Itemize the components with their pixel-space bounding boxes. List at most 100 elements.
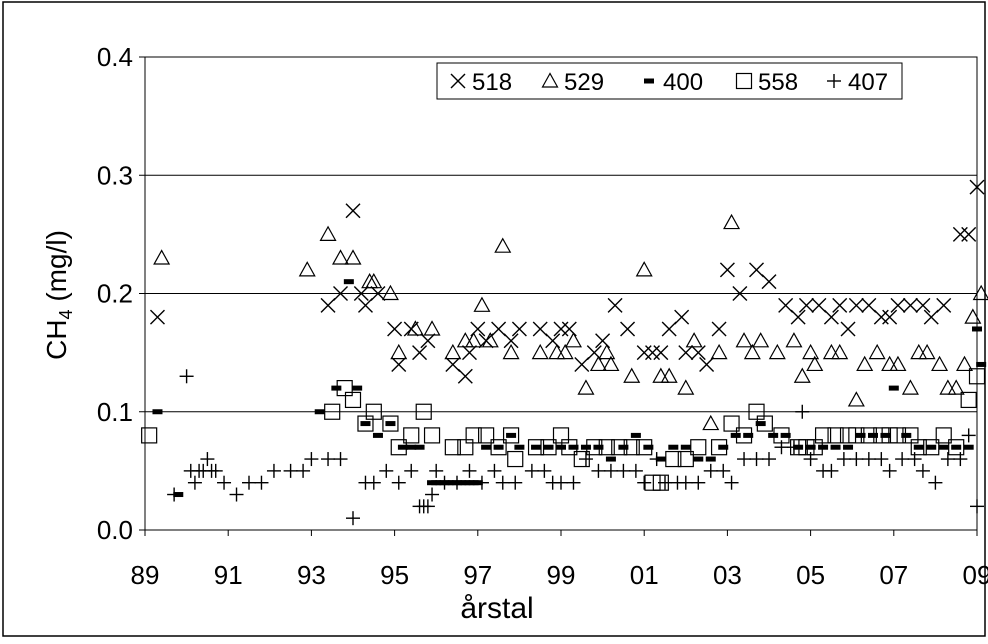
point-558 [561, 439, 578, 456]
point-558 [403, 427, 420, 444]
point-529 [365, 272, 383, 289]
point-529 [847, 391, 865, 407]
point-407 [487, 463, 502, 478]
point-518 [873, 309, 889, 325]
legend-marker-529 [541, 72, 559, 88]
point-529 [319, 225, 337, 241]
y-tick-label: 0.4 [97, 42, 133, 72]
point-529 [444, 343, 462, 360]
point-529 [298, 261, 316, 277]
point-400 [414, 444, 425, 450]
point-518 [961, 226, 977, 242]
point-407 [554, 475, 568, 490]
point-400 [152, 409, 163, 415]
point-529 [956, 355, 974, 372]
point-529 [556, 343, 574, 360]
point-407 [628, 463, 643, 478]
point-558 [935, 427, 952, 444]
point-529 [743, 343, 761, 360]
point-518 [320, 297, 336, 313]
point-518 [636, 345, 652, 361]
point-407 [437, 475, 452, 490]
point-558 [552, 427, 570, 444]
point-407 [786, 440, 801, 455]
point-407 [724, 475, 739, 490]
point-518 [553, 321, 569, 337]
point-400 [730, 432, 741, 438]
legend-marker-400 [644, 78, 654, 84]
point-518 [491, 321, 507, 337]
point-407 [429, 463, 444, 478]
point-407 [836, 452, 851, 467]
point-400 [718, 444, 729, 450]
x-axis-label: årstal [460, 592, 533, 625]
point-400 [693, 456, 704, 462]
point-407 [537, 463, 552, 478]
legend-box [436, 62, 903, 100]
y-axis-ticks: 0.0 0.1 0.2 0.3 0.4 [97, 42, 145, 545]
point-400 [680, 444, 691, 450]
point-529 [910, 343, 928, 360]
point-529 [623, 367, 641, 383]
point-518 [811, 297, 827, 313]
point-518 [457, 368, 473, 384]
point-529 [889, 355, 907, 372]
point-407 [242, 475, 256, 490]
point-518 [923, 309, 939, 325]
point-407 [861, 452, 876, 467]
point-558 [839, 427, 857, 444]
point-529 [856, 355, 874, 372]
point-518 [699, 356, 715, 372]
point-518 [890, 297, 906, 313]
legend-entry-529: 529 [541, 69, 604, 96]
point-558 [336, 380, 353, 397]
point-529 [494, 237, 512, 253]
y-tick-label: 0.1 [97, 397, 133, 427]
point-518 [861, 297, 877, 313]
point-558 [814, 427, 832, 444]
point-407 [616, 463, 631, 478]
point-518 [412, 345, 428, 361]
point-400 [855, 432, 866, 438]
point-407 [420, 499, 435, 514]
point-518 [840, 321, 856, 337]
point-400 [543, 444, 554, 450]
legend-marker-558 [735, 72, 753, 90]
point-407 [716, 463, 731, 478]
point-400 [805, 444, 816, 450]
point-407 [915, 463, 930, 478]
point-407 [940, 452, 955, 467]
gridlines [145, 174, 977, 413]
point-518 [607, 297, 623, 313]
point-529 [390, 343, 408, 360]
point-407 [824, 463, 839, 478]
point-407 [179, 369, 194, 384]
point-400 [568, 444, 579, 450]
point-529 [502, 343, 520, 360]
y-tick-label: 0.2 [97, 279, 133, 309]
legend-entry-407: 407 [827, 69, 888, 96]
point-558 [324, 403, 341, 420]
point-529 [685, 332, 703, 348]
point-400 [397, 444, 408, 450]
point-518 [749, 262, 765, 278]
point-407 [762, 452, 776, 467]
point-558 [677, 450, 694, 468]
legend-label: 518 [472, 69, 512, 96]
point-400 [556, 444, 566, 450]
point-529 [381, 284, 399, 301]
point-407 [296, 463, 311, 478]
x-tick-label: 95 [380, 560, 409, 590]
point-400 [888, 385, 899, 391]
point-400 [352, 385, 363, 391]
point-407 [391, 475, 406, 490]
point-407 [658, 475, 672, 490]
point-518 [420, 333, 436, 349]
point-558 [873, 427, 890, 444]
point-407 [970, 499, 984, 514]
point-529 [931, 355, 949, 372]
point-529 [598, 343, 616, 360]
point-529 [481, 332, 499, 348]
point-529 [868, 343, 886, 360]
point-400 [913, 444, 924, 450]
